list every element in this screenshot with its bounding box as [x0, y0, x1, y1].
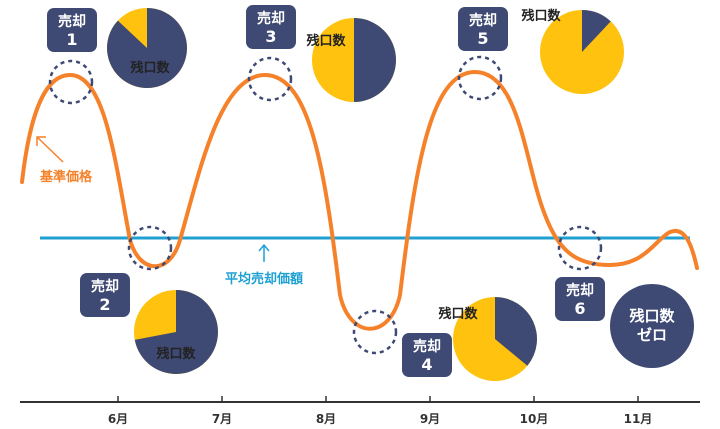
sale-badge-label: 売却 [257, 10, 285, 27]
sale-badge-label: 売却 [91, 278, 119, 295]
sale-badge-5: 売却5 [458, 7, 508, 51]
month-label: 6月 [108, 412, 128, 426]
month-label: 9月 [420, 412, 440, 426]
remaining-pie-6 [610, 284, 694, 368]
sale-badge-number: 2 [99, 295, 110, 314]
sale-badge-3: 売却3 [246, 5, 296, 49]
remaining-zero-line1: 残口数 [629, 307, 675, 325]
base-price-label: 基準価格 [39, 169, 93, 185]
month-label: 10月 [520, 412, 549, 426]
remaining-label-1: 残口数 [130, 60, 170, 76]
remaining-pie-3 [312, 18, 396, 102]
remaining-label-5: 残口数 [521, 8, 561, 24]
sale-point-circle-1 [48, 59, 94, 105]
remaining-label-3: 残口数 [306, 33, 346, 49]
sale-badge-4: 売却4 [402, 333, 452, 377]
x-axis-ticks [117, 396, 639, 402]
sale-point-circle-2 [127, 225, 173, 271]
sale-point-circle-4 [352, 309, 398, 355]
sale-badge-number: 3 [265, 27, 276, 46]
base-price-arrow [36, 136, 64, 163]
remaining-zero-line2: ゼロ [637, 326, 667, 344]
remaining-label-2: 残口数 [156, 346, 196, 362]
pie-remaining-slice [495, 297, 537, 366]
remaining-pie-5 [540, 10, 624, 94]
sale-badge-number: 5 [477, 29, 488, 48]
average-price-label: 平均売却価額 [225, 271, 303, 287]
pie-remaining-slice [134, 290, 218, 375]
month-label: 7月 [212, 412, 232, 426]
remaining-label-4: 残口数 [438, 306, 478, 322]
sale-point-circle-6 [557, 225, 603, 271]
remaining-pie-1 [107, 8, 188, 88]
base-price-curve [20, 69, 699, 331]
sale-point-circle-3 [247, 56, 293, 102]
month-label: 11月 [624, 412, 653, 426]
sale-badge-number: 1 [66, 30, 77, 49]
sale-badge-label: 売却 [566, 282, 594, 299]
remaining-pie-4 [453, 297, 537, 381]
pie-remaining-slice [582, 10, 611, 52]
sale-badge-number: 4 [421, 355, 432, 374]
sale-badge-label: 売却 [58, 13, 86, 30]
sale-badge-label: 売却 [413, 338, 441, 355]
sale-badge-label: 売却 [469, 12, 497, 29]
sale-badge-6: 売却6 [555, 277, 605, 321]
average-price-arrow [258, 243, 270, 262]
pie-remaining-slice [354, 18, 396, 102]
sale-point-circle-5 [457, 55, 503, 101]
remaining-pie-2 [134, 290, 218, 375]
sale-badge-2: 売却2 [80, 273, 130, 317]
month-label: 8月 [316, 412, 336, 426]
sale-badge-1: 売却1 [47, 8, 97, 52]
sale-badge-number: 6 [574, 299, 585, 318]
pie-zero-slice [610, 284, 694, 368]
pie-remaining-slice [107, 8, 188, 88]
